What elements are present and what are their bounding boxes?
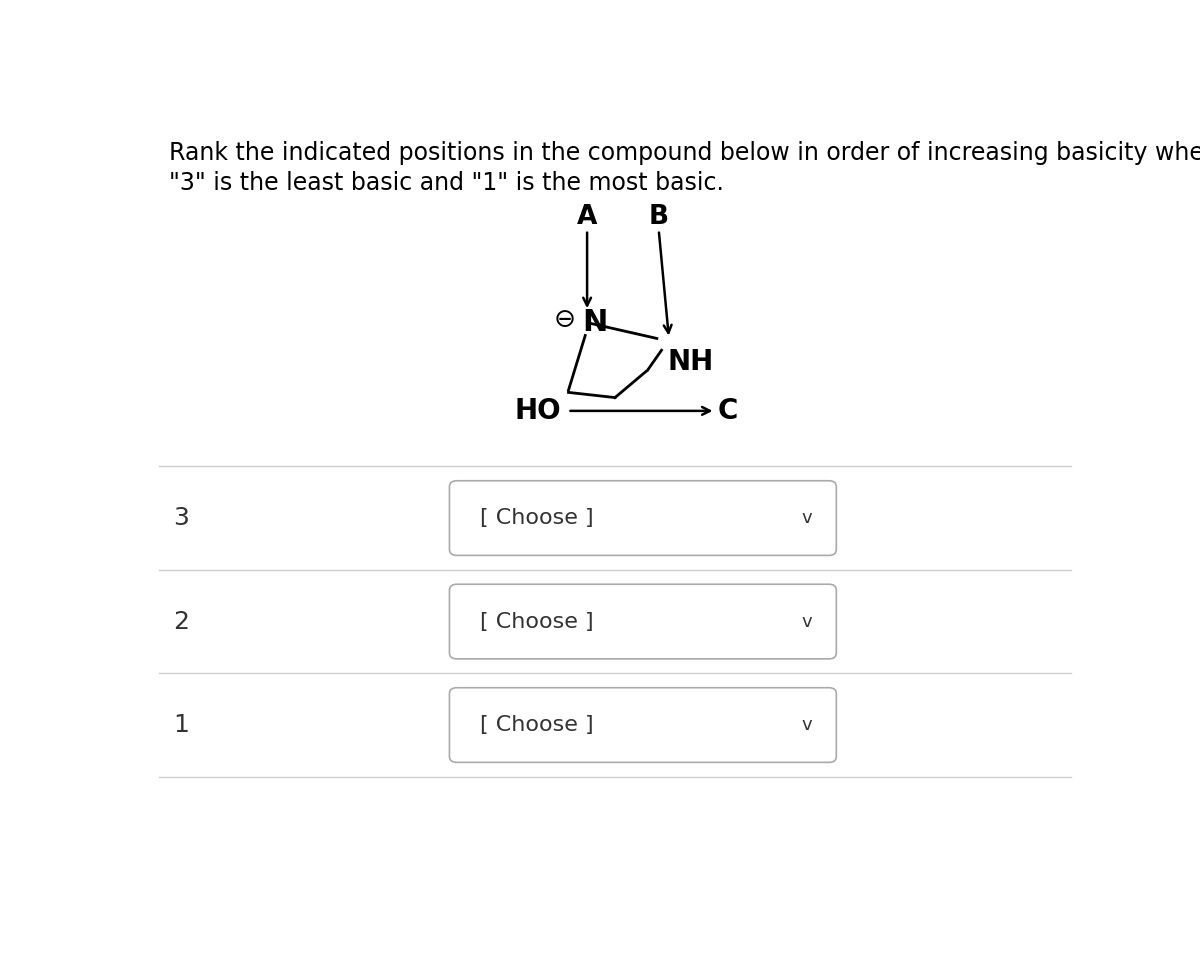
FancyBboxPatch shape bbox=[450, 585, 836, 659]
Text: v: v bbox=[802, 509, 812, 527]
Text: v: v bbox=[802, 716, 812, 734]
Text: [ Choose ]: [ Choose ] bbox=[480, 508, 594, 528]
Text: Rank the indicated positions in the compound below in order of increasing basici: Rank the indicated positions in the comp… bbox=[168, 141, 1200, 165]
Text: 1: 1 bbox=[173, 713, 190, 737]
Text: B: B bbox=[649, 204, 668, 229]
Text: [ Choose ]: [ Choose ] bbox=[480, 612, 594, 632]
FancyBboxPatch shape bbox=[450, 481, 836, 556]
Text: NH: NH bbox=[667, 348, 713, 376]
Text: "3" is the least basic and "1" is the most basic.: "3" is the least basic and "1" is the mo… bbox=[168, 171, 724, 195]
Text: A: A bbox=[577, 204, 598, 229]
Text: HO: HO bbox=[515, 396, 562, 425]
FancyBboxPatch shape bbox=[450, 687, 836, 762]
Text: ⊖: ⊖ bbox=[554, 307, 576, 333]
Text: 2: 2 bbox=[173, 610, 190, 634]
Text: 3: 3 bbox=[173, 506, 190, 530]
Text: C: C bbox=[718, 396, 738, 425]
Text: v: v bbox=[802, 612, 812, 631]
Text: [ Choose ]: [ Choose ] bbox=[480, 715, 594, 735]
Text: N: N bbox=[582, 307, 608, 337]
